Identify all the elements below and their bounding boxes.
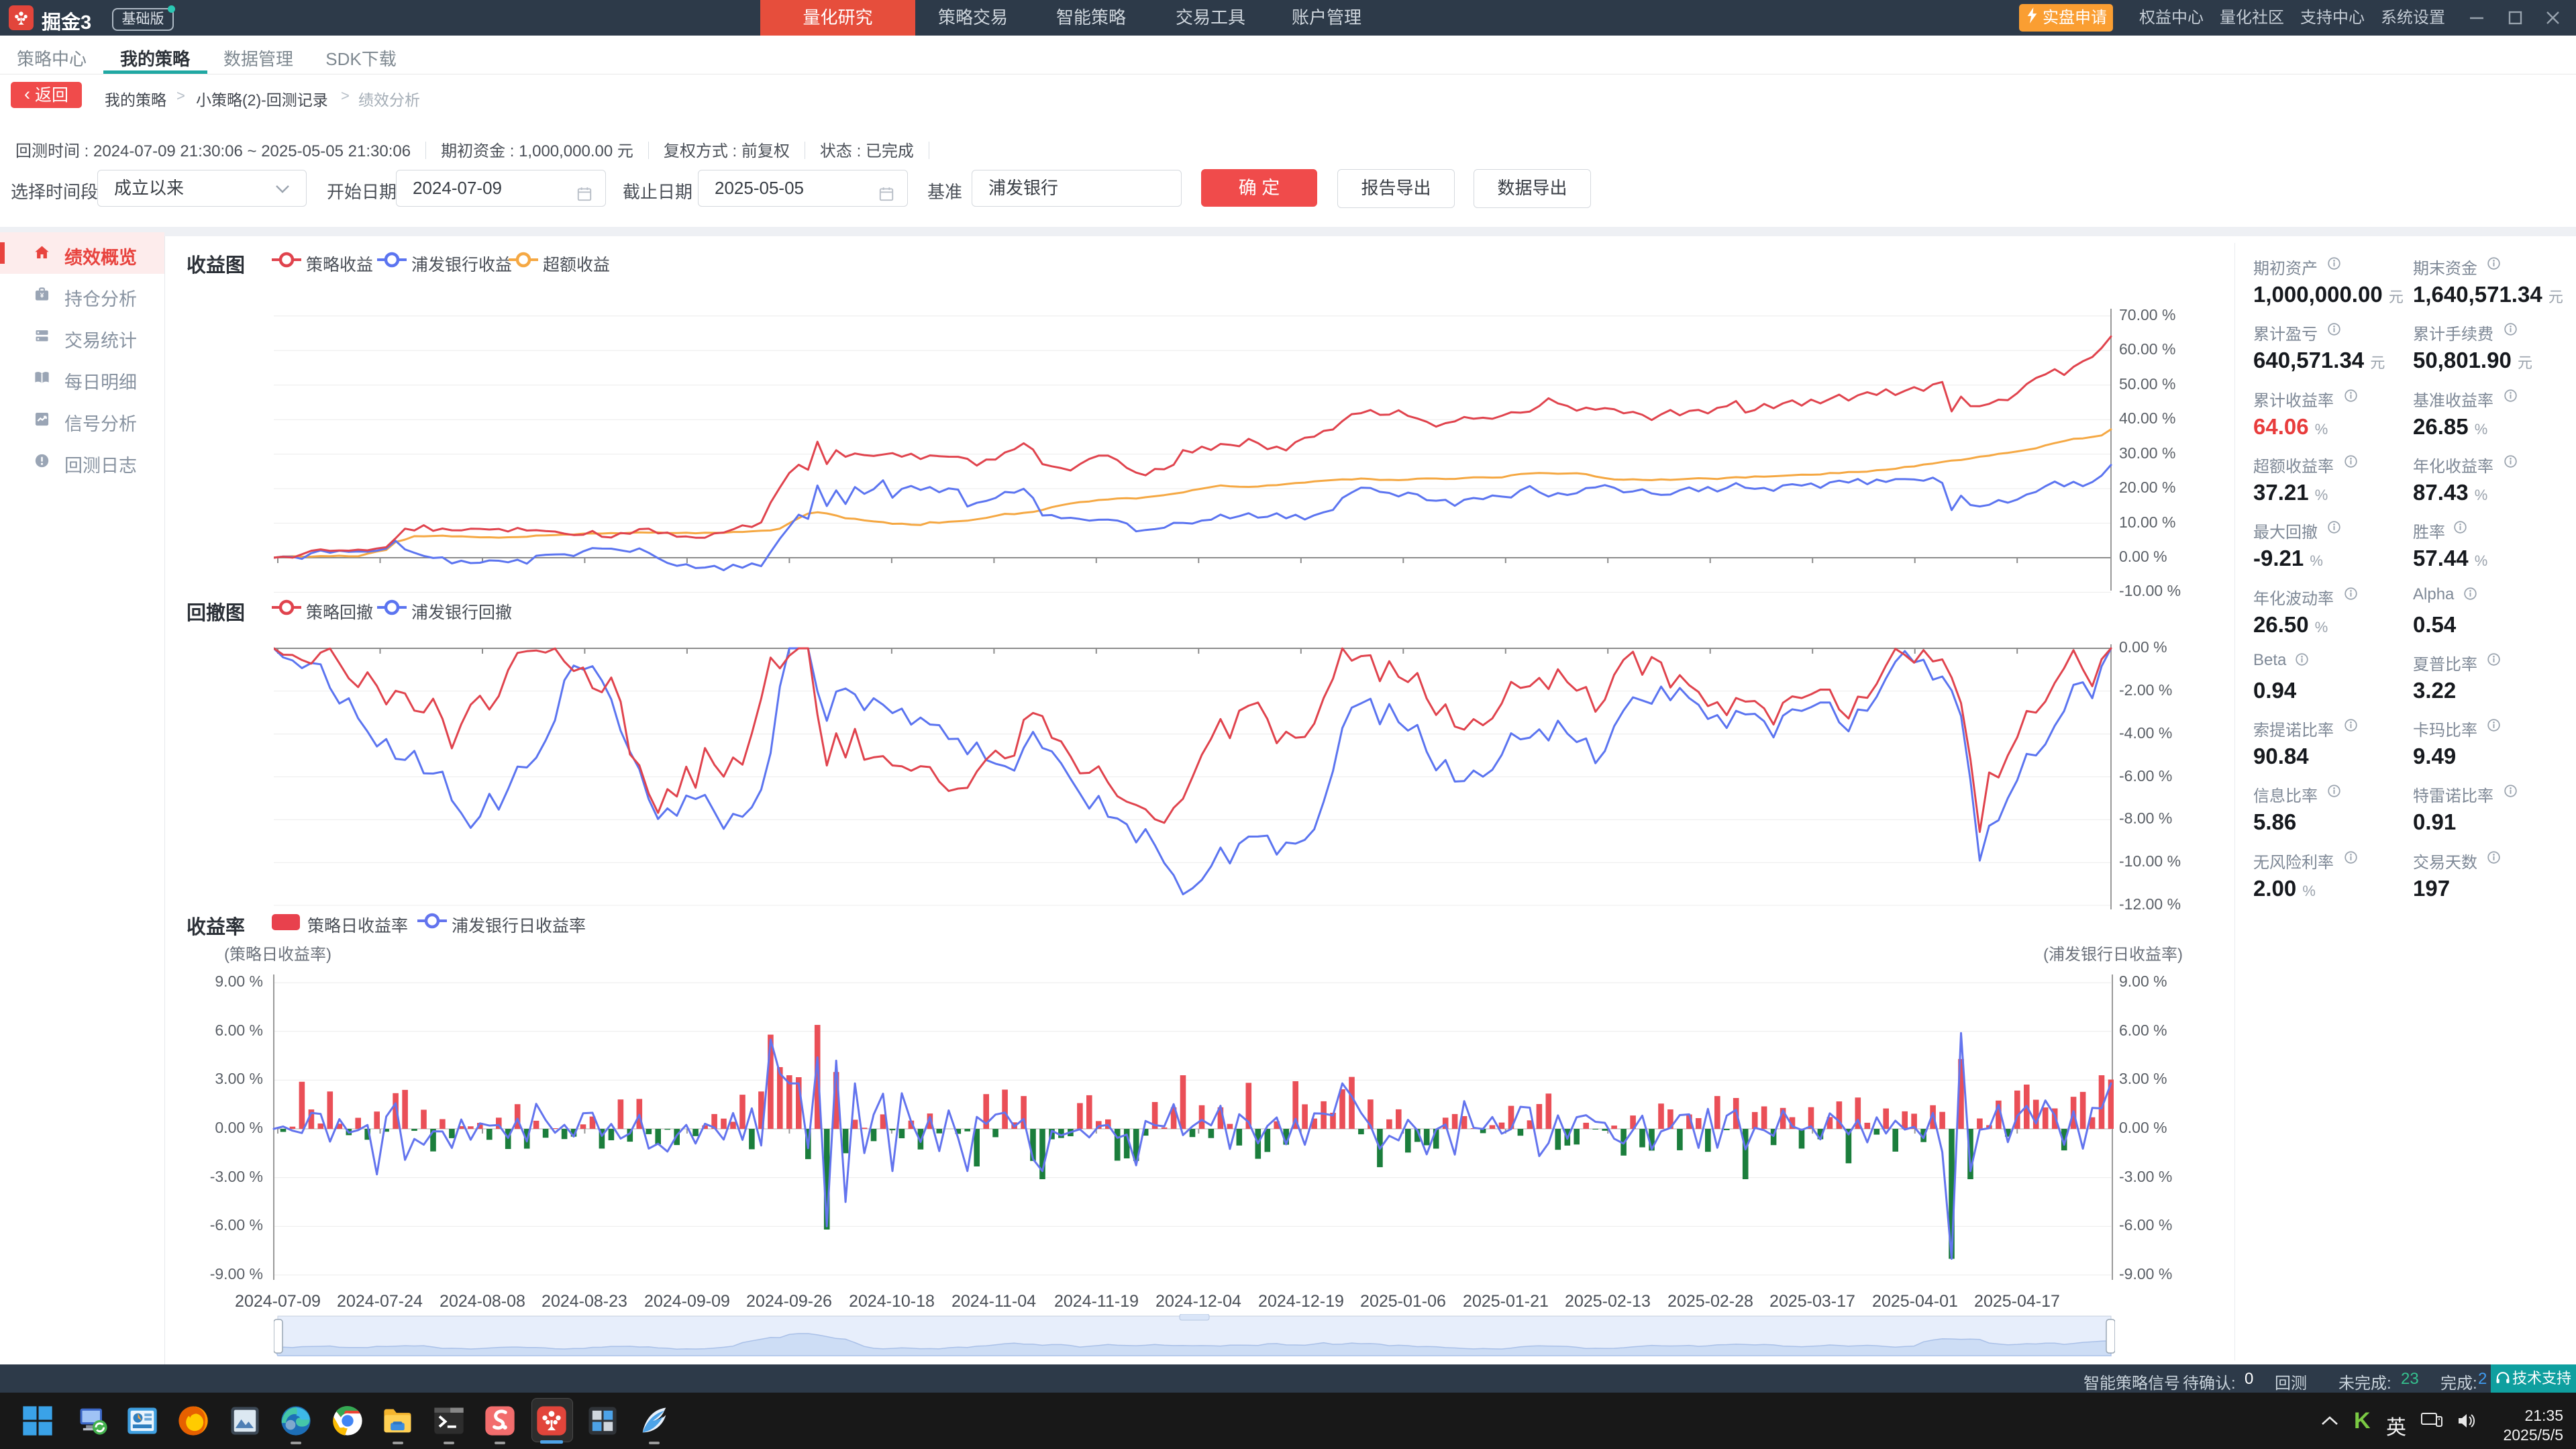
svg-text:¥: ¥	[40, 293, 44, 300]
